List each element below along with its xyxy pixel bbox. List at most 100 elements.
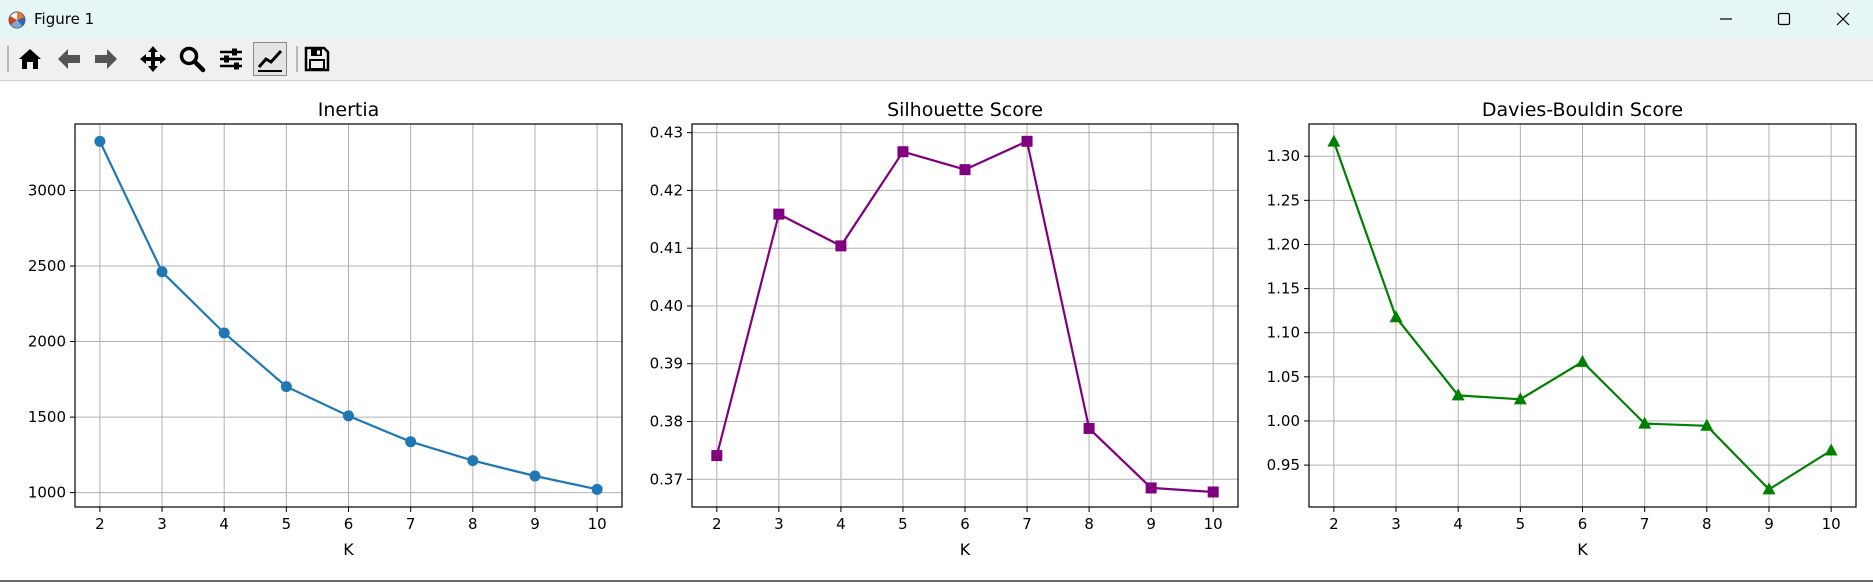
- zoom-button[interactable]: [175, 42, 209, 76]
- chart3-x-tick-label-1: 3: [1391, 515, 1401, 533]
- figure-svg: 2 3 4 5 6 7 8 9 10 1000 1500 2000 2500 3000 Inertia K 2 3…: [28, 99, 1857, 559]
- window-title: Figure 1: [34, 10, 95, 28]
- chart2-y-tick-label-2: 0.39: [650, 355, 683, 373]
- minimize-icon: [1720, 18, 1732, 20]
- chart1-data-point-6: [467, 455, 479, 467]
- forward-button[interactable]: [89, 42, 123, 76]
- chart3-data-point-4: [1576, 354, 1589, 367]
- chart1-x-tick-label-4: 6: [344, 515, 354, 533]
- chart1-y-tick-label-2: 2000: [28, 333, 66, 351]
- chart3-y-tick-label-5: 1.20: [1267, 235, 1300, 253]
- toolbar-separator: [296, 46, 298, 72]
- chart3-data-point-5: [1638, 416, 1652, 429]
- chart3-x-tick-label-7: 9: [1764, 515, 1774, 533]
- chart3-data-point-6: [1700, 418, 1714, 431]
- back-button[interactable]: [52, 42, 86, 76]
- pan-button[interactable]: [136, 42, 170, 76]
- minimize-button[interactable]: [1697, 0, 1755, 38]
- chart2-data-point-8: [1207, 486, 1219, 498]
- home-button[interactable]: [13, 42, 47, 76]
- arrow-left-icon: [58, 49, 80, 69]
- chart3-data-point-7: [1762, 482, 1776, 495]
- configure-subplots-button[interactable]: [214, 42, 248, 76]
- chart3-x-tick-label-4: 6: [1578, 515, 1588, 533]
- chart3-data-point-3: [1513, 392, 1527, 405]
- chart2-x-tick-label-5: 7: [1022, 515, 1032, 533]
- chart2-data-point-3: [897, 146, 909, 158]
- chart3-y-tick-label-2: 1.05: [1267, 368, 1300, 386]
- arrow-right-icon: [95, 49, 117, 69]
- chart2-x-tick-label-1: 3: [774, 515, 784, 533]
- toolbar-grip: [7, 46, 9, 72]
- save-button[interactable]: [300, 42, 334, 76]
- chart1-x-tick-label-0: 2: [95, 515, 105, 533]
- chart1-y-tick-label-0: 1000: [28, 484, 66, 502]
- chart1-data-point-0: [94, 135, 106, 147]
- chart2-data-point-4: [959, 164, 971, 176]
- move-icon: [140, 46, 166, 72]
- chart1-data-point-5: [405, 436, 417, 448]
- close-button[interactable]: [1814, 0, 1872, 38]
- home-icon: [19, 49, 41, 69]
- chart2-y-tick-label-0: 0.37: [650, 470, 683, 488]
- maximize-button[interactable]: [1755, 0, 1813, 38]
- navigation-toolbar: [0, 38, 1873, 81]
- chart2-y-tick-label-4: 0.41: [650, 239, 683, 257]
- chart1-y-tick-label-4: 3000: [28, 181, 66, 199]
- window-titlebar: Figure 1: [0, 0, 1873, 38]
- chart2-x-tick-label-0: 2: [712, 515, 722, 533]
- chart3-x-tick-label-5: 7: [1640, 515, 1650, 533]
- window-bottom-border: [0, 580, 1873, 582]
- chart1-data-point-4: [343, 410, 354, 422]
- edit-axis-button[interactable]: [253, 42, 287, 76]
- chart2-data-point-5: [1021, 135, 1033, 147]
- chart2-data-point-0: [711, 450, 723, 462]
- chart2-title: Silhouette Score: [887, 99, 1043, 121]
- chart3-data-point-0: [1327, 134, 1341, 147]
- figure-canvas[interactable]: 2 3 4 5 6 7 8 9 10 1000 1500 2000 2500 3000 Inertia K 2 3…: [0, 81, 1873, 580]
- chart3-x-axis-label: K: [1577, 540, 1588, 559]
- chart1-data-point-3: [280, 381, 292, 393]
- chart2-x-tick-label-6: 8: [1084, 515, 1094, 533]
- chart2-data-point-1: [773, 208, 785, 220]
- chart1-x-tick-label-8: 10: [588, 515, 607, 533]
- chart1-x-tick-label-6: 8: [468, 515, 478, 533]
- chart1-y-tick-label-3: 2500: [28, 257, 66, 275]
- chart3-y-tick-label-6: 1.25: [1267, 191, 1300, 209]
- chart3-data-point-8: [1824, 443, 1838, 456]
- chart1-y-tick-label-1: 1500: [28, 408, 66, 426]
- chart3-y-tick-label-3: 1.10: [1267, 324, 1300, 342]
- chart2-y-tick-label-3: 0.40: [650, 297, 683, 315]
- chart3-y-tick-label-0: 0.95: [1267, 456, 1300, 474]
- chart3-y-tick-label-1: 1.00: [1267, 412, 1300, 430]
- chart3-x-tick-label-8: 10: [1822, 515, 1841, 533]
- chart1-x-tick-label-1: 3: [157, 515, 167, 533]
- maximize-icon: [1777, 12, 1791, 26]
- chart3-x-tick-label-2: 4: [1453, 515, 1463, 533]
- chart2-x-tick-label-8: 10: [1204, 515, 1223, 533]
- chart2-x-tick-label-3: 5: [898, 515, 908, 533]
- chart3-y-tick-label-4: 1.15: [1267, 280, 1300, 298]
- chart3-data-point-1: [1389, 310, 1403, 323]
- chart1-data-point-8: [591, 483, 603, 495]
- chart2-y-tick-label-5: 0.42: [650, 181, 683, 199]
- chart1-x-tick-label-5: 7: [406, 515, 416, 533]
- chart2-x-axis-label: K: [960, 540, 971, 559]
- matplotlib-logo-icon: [8, 11, 26, 29]
- chart2-y-tick-label-6: 0.43: [650, 124, 683, 142]
- chart1-data-point-7: [529, 470, 541, 482]
- chart1-x-axis-label: K: [343, 540, 354, 559]
- chart2-x-tick-label-7: 9: [1146, 515, 1156, 533]
- magnifier-icon: [179, 46, 206, 73]
- chart1-title: Inertia: [318, 99, 380, 121]
- chart1-data-point-2: [218, 327, 230, 339]
- chart3-y-tick-label-7: 1.30: [1267, 147, 1300, 165]
- close-icon: [1836, 12, 1850, 26]
- floppy-disk-icon: [304, 46, 330, 72]
- chart2-x-tick-label-2: 4: [836, 515, 846, 533]
- chart2-data-point-7: [1145, 482, 1157, 494]
- chart3-x-tick-label-6: 8: [1702, 515, 1712, 533]
- line-chart-icon: [257, 49, 283, 72]
- chart2-data-point-6: [1083, 422, 1095, 434]
- chart1-data-point-1: [156, 266, 168, 278]
